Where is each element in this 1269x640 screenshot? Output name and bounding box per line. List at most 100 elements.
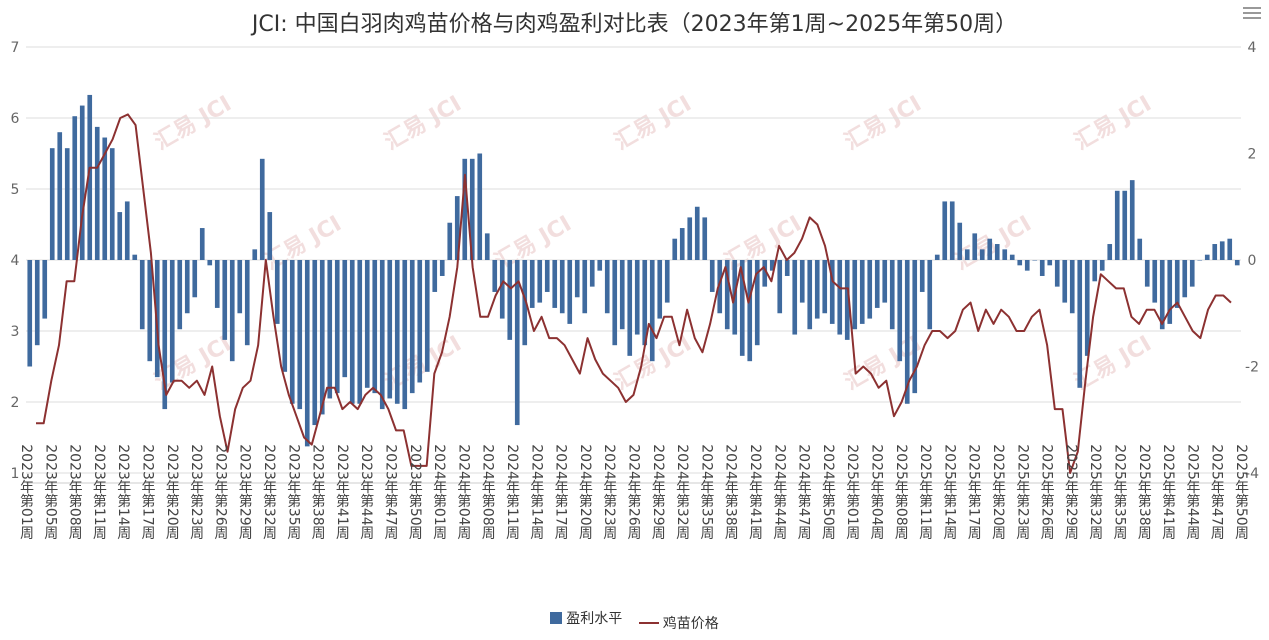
- profit-bar: [327, 260, 333, 399]
- profit-bar: [1092, 260, 1098, 282]
- profit-bar: [1099, 260, 1105, 271]
- profit-bar: [364, 260, 370, 388]
- profit-bar: [1054, 260, 1060, 287]
- profit-bar: [267, 212, 273, 260]
- profit-bar: [829, 260, 835, 324]
- profit-bar: [919, 260, 925, 292]
- watermark-text: 汇易 JCI: [151, 91, 236, 155]
- legend-item-profit[interactable]: 盈利水平: [550, 608, 622, 628]
- x-tick-label: 2024年第44周: [771, 444, 787, 541]
- x-tick-label: 2025年第20周: [990, 444, 1006, 541]
- profit-bar: [859, 260, 865, 324]
- profit-bar: [1152, 260, 1158, 303]
- profit-bar: [417, 260, 423, 383]
- profit-bar: [619, 260, 625, 330]
- profit-bar: [582, 260, 588, 314]
- x-tick-label: 2024年第32周: [674, 444, 690, 541]
- profit-bar: [514, 260, 520, 426]
- profit-bar: [1189, 260, 1195, 287]
- x-tick-label: 2024年第14周: [528, 444, 544, 541]
- profit-bar: [747, 260, 753, 362]
- legend-item-chick-price[interactable]: 鸡苗价格: [638, 613, 719, 633]
- x-tick-label: 2024年第35周: [698, 444, 714, 541]
- profit-bar: [124, 201, 130, 260]
- profit-bar: [979, 249, 985, 260]
- x-tick-label: 2025年第41周: [1160, 444, 1176, 541]
- profit-bar: [1114, 190, 1120, 260]
- profit-bar: [987, 238, 993, 260]
- profit-bar: [349, 260, 355, 404]
- x-tick-label: 2023年第14周: [115, 444, 131, 541]
- profit-bar: [469, 158, 475, 260]
- profit-bar: [904, 260, 910, 404]
- profit-bar: [822, 260, 828, 314]
- profit-bar: [319, 260, 325, 415]
- profit-bar: [739, 260, 745, 356]
- watermark-text: 汇易 JCI: [381, 331, 466, 395]
- profit-bar: [1144, 260, 1150, 287]
- profit-bar: [567, 260, 573, 324]
- profit-bar: [94, 126, 100, 261]
- profit-bar: [229, 260, 235, 362]
- x-tick-label: 2025年第47周: [1209, 444, 1225, 541]
- profit-bar: [867, 260, 873, 319]
- profit-bar: [957, 222, 963, 260]
- legend-label-profit: 盈利水平: [566, 611, 623, 627]
- profit-bar: [1204, 254, 1210, 260]
- profit-bar: [694, 206, 700, 260]
- profit-bar: [844, 260, 850, 340]
- profit-bar: [949, 201, 955, 260]
- watermark-text: 汇易 JCI: [1071, 331, 1156, 395]
- x-tick-label: 2025年第11周: [917, 444, 933, 541]
- x-tick-label: 2025年第32周: [1087, 444, 1103, 541]
- axes: 1 2 3 4 5 6 7 -4 -2 0 2 4: [11, 40, 1259, 484]
- profit-bar: [484, 233, 490, 261]
- x-axis-labels: 2023年第01周 2023年第05周 2023年第08周 2023年第11周 2023…: [18, 444, 1249, 541]
- profit-bar: [259, 158, 265, 260]
- profit-bar: [1009, 254, 1015, 260]
- x-tick-label: 2023年第47周: [383, 444, 399, 541]
- profit-bar: [634, 260, 640, 335]
- profit-bar: [679, 228, 685, 260]
- x-tick-label: 2023年第17周: [140, 444, 156, 541]
- profit-bar: [972, 233, 978, 261]
- profit-bar: [117, 212, 123, 260]
- profit-bar: [709, 260, 715, 292]
- profit-bar: [192, 260, 198, 298]
- profit-bar: [1077, 260, 1083, 388]
- line-series: [36, 113, 1232, 474]
- profit-bar: [852, 260, 858, 330]
- profit-bar: [57, 132, 63, 260]
- y-left-tick-label: 3: [11, 324, 20, 340]
- profit-bar: [964, 249, 970, 260]
- profit-bar: [627, 260, 633, 356]
- watermark-text: 汇易 JCI: [841, 91, 926, 155]
- profit-bar: [27, 260, 33, 367]
- profit-bar: [492, 260, 498, 292]
- y-left-tick-label: 4: [11, 253, 20, 269]
- profit-bar: [1069, 260, 1075, 314]
- watermark-text: 汇易 JCI: [611, 91, 696, 155]
- profit-bar: [1137, 238, 1143, 260]
- profit-bar: [672, 238, 678, 260]
- profit-bar: [379, 260, 385, 410]
- x-tick-label: 2024年第11周: [504, 444, 520, 541]
- profit-bar: [109, 148, 115, 260]
- x-tick-label: 2024年第47周: [796, 444, 812, 541]
- hamburger-menu-icon[interactable]: [1243, 4, 1261, 20]
- profit-bar: [1047, 260, 1053, 266]
- profit-bar: [357, 260, 363, 404]
- x-tick-label: 2023年第20周: [164, 444, 180, 541]
- profit-bar: [1219, 241, 1225, 260]
- x-tick-label: 2024年第26周: [626, 444, 642, 541]
- y-left-tick-label: 6: [11, 111, 20, 127]
- x-tick-label: 2023年第26周: [212, 444, 228, 541]
- y-left-tick-label: 1: [11, 466, 20, 482]
- profit-bar: [687, 217, 693, 260]
- profit-bar: [1062, 260, 1068, 303]
- profit-bar: [252, 249, 258, 260]
- profit-bar: [799, 260, 805, 303]
- x-tick-label: 2023年第23周: [188, 444, 204, 541]
- profit-bar: [439, 260, 445, 276]
